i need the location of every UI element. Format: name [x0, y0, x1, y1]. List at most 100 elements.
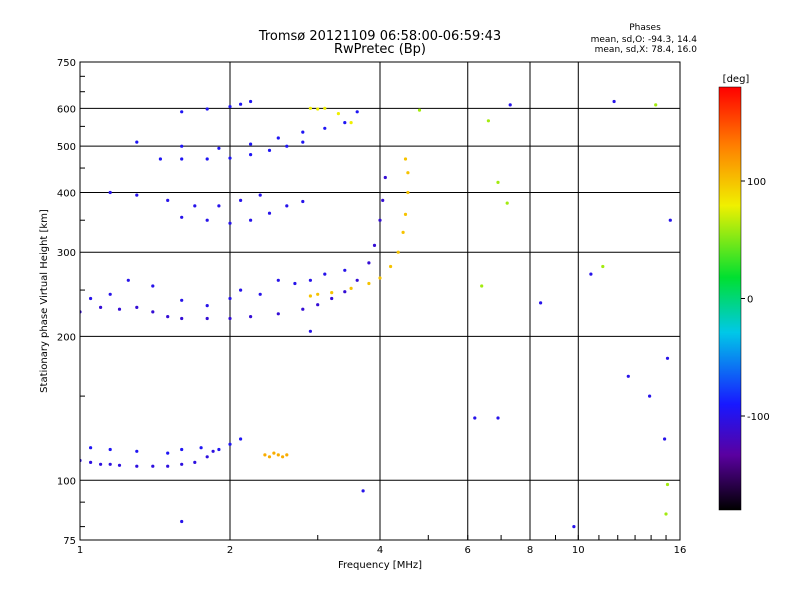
- data-point: [263, 453, 267, 457]
- y-axis-ticks: 75 100 200 300 400 500 600 750: [57, 58, 85, 547]
- data-point: [180, 519, 184, 524]
- data-point: [301, 199, 305, 204]
- data-point: [108, 462, 112, 466]
- data-point: [151, 464, 155, 468]
- data-point: [151, 284, 155, 288]
- data-point: [99, 305, 103, 309]
- colorbar-tick-label: 0: [747, 295, 753, 306]
- data-point: [99, 462, 103, 466]
- data-point: [228, 156, 232, 160]
- data-point: [211, 449, 215, 453]
- data-point: [205, 107, 209, 111]
- x-tick-label: 16: [674, 545, 687, 556]
- x-tick-label: 10: [572, 545, 585, 556]
- data-point: [205, 218, 209, 222]
- y-tick-label: 75: [63, 536, 76, 547]
- y-axis-label: Stationary phase Virtual Height [km]: [39, 209, 50, 393]
- data-point: [267, 148, 272, 152]
- colorbar-ticks: 100 0 -100: [741, 177, 770, 423]
- data-point: [272, 451, 276, 455]
- data-point: [654, 103, 658, 107]
- data-point: [180, 462, 184, 466]
- data-point: [664, 512, 668, 516]
- data-point: [180, 447, 184, 452]
- x-tick-label: 1: [77, 545, 83, 556]
- data-point: [89, 296, 93, 301]
- data-point: [505, 201, 509, 205]
- data-point: [239, 102, 243, 106]
- data-point: [217, 204, 221, 208]
- data-point: [665, 356, 670, 360]
- data-point: [572, 525, 576, 529]
- data-point: [336, 112, 340, 116]
- data-point: [367, 281, 371, 286]
- data-point: [180, 110, 184, 114]
- x-tick-label: 8: [527, 545, 533, 556]
- data-point: [301, 307, 305, 311]
- data-point: [508, 103, 512, 107]
- data-point: [308, 106, 312, 110]
- data-point: [258, 193, 262, 197]
- data-point: [665, 482, 670, 487]
- data-point: [193, 204, 197, 208]
- data-point: [180, 157, 184, 161]
- data-point: [496, 180, 500, 184]
- data-point: [496, 416, 500, 420]
- data-point: [406, 171, 410, 175]
- data-point: [126, 278, 130, 282]
- data-point: [249, 218, 253, 222]
- y-tick-label: 600: [57, 104, 76, 115]
- data-point: [601, 264, 605, 269]
- data-point: [389, 264, 393, 269]
- data-point: [267, 211, 272, 215]
- data-point: [381, 198, 385, 202]
- colorbar: [719, 87, 741, 510]
- data-point: [316, 292, 320, 296]
- data-point: [276, 136, 280, 140]
- data-point: [135, 464, 139, 468]
- data-point: [589, 272, 593, 276]
- data-point: [612, 99, 616, 104]
- data-point: [108, 447, 112, 452]
- data-point: [417, 108, 422, 112]
- chart-title: Tromsø 20121109 06:58:00-06:59:43: [258, 29, 501, 44]
- data-point: [108, 190, 112, 195]
- data-point: [308, 294, 312, 298]
- data-point: [343, 290, 347, 294]
- y-tick-label: 750: [57, 58, 76, 69]
- data-point: [355, 278, 359, 282]
- y-tick-label: 300: [57, 248, 76, 259]
- data-point: [355, 110, 359, 114]
- colorbar-unit-label: [deg]: [723, 74, 750, 85]
- data-point: [285, 144, 289, 148]
- data-point: [361, 489, 365, 493]
- data-points: [80, 99, 672, 529]
- colorbar-tick-label: -100: [747, 412, 770, 423]
- stats-line-o: mean, sd,O: -94.3, 14.4: [591, 35, 698, 45]
- data-point: [301, 140, 305, 144]
- data-point: [205, 304, 209, 308]
- data-point: [473, 416, 477, 420]
- data-point: [217, 447, 221, 452]
- data-point: [403, 157, 408, 161]
- data-point: [249, 315, 253, 319]
- data-point: [403, 212, 408, 216]
- data-point: [228, 105, 232, 109]
- data-point: [166, 315, 170, 319]
- data-point: [276, 312, 280, 316]
- data-point: [135, 140, 139, 144]
- data-point: [166, 464, 170, 468]
- data-point: [308, 278, 312, 282]
- data-point: [239, 288, 243, 292]
- data-point: [180, 298, 184, 302]
- data-point: [301, 130, 305, 134]
- data-point: [135, 305, 139, 309]
- data-point: [228, 442, 232, 446]
- data-point: [316, 303, 320, 307]
- data-point: [267, 455, 272, 459]
- data-point: [166, 451, 170, 455]
- data-point: [323, 126, 327, 130]
- data-point: [480, 284, 484, 288]
- y-tick-label: 500: [57, 142, 76, 153]
- data-point: [228, 296, 232, 301]
